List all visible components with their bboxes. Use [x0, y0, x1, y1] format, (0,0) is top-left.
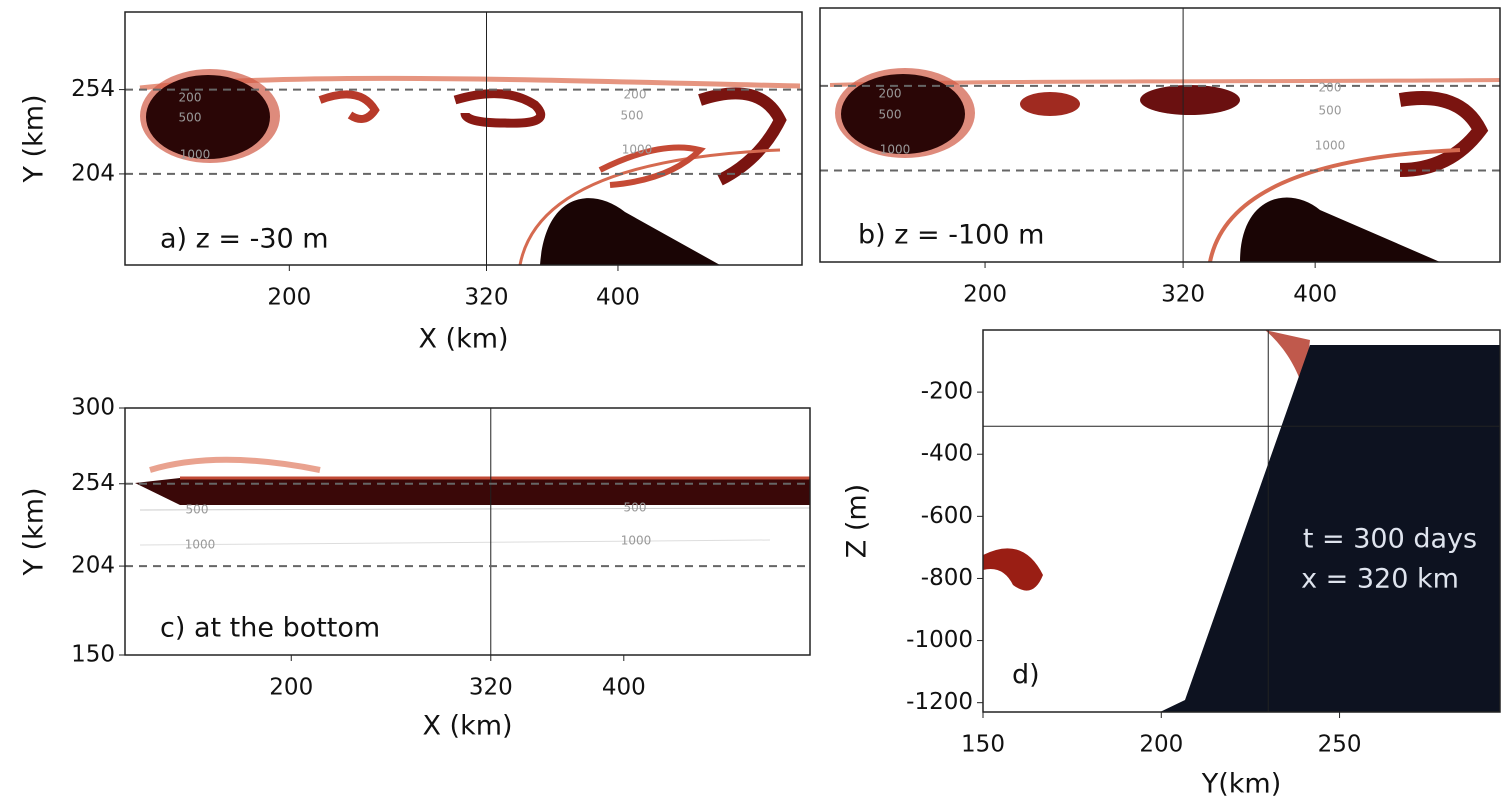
x-tick-label: 400	[602, 675, 646, 701]
y-tick-label: -1000	[906, 627, 973, 653]
x-axis-label: Y(km)	[1201, 769, 1282, 800]
x-axis-label: X (km)	[422, 711, 512, 742]
y-tick-label: 254	[71, 76, 115, 102]
y-tick-label: -800	[921, 565, 973, 591]
x-tick-label: 200	[269, 675, 313, 701]
axes-frame	[124, 11, 803, 266]
annotation: x = 320 km	[1301, 564, 1459, 595]
panel-label: d)	[1012, 660, 1040, 691]
contour-label: 500	[1319, 104, 1342, 118]
contour-label: 500	[186, 503, 209, 517]
contour-label: 1000	[180, 148, 211, 162]
x-tick-label: 320	[469, 675, 513, 701]
x-axis-label: X (km)	[418, 324, 508, 355]
y-tick-label: 254	[71, 470, 115, 496]
contour-label: 200	[879, 87, 902, 101]
contour-label: 200	[179, 91, 202, 105]
contour-label: 1000	[621, 534, 652, 548]
y-tick-label: 204	[71, 160, 115, 186]
contour-label: 500	[621, 109, 644, 123]
tracer-field	[135, 456, 810, 546]
tracer-field	[829, 68, 1500, 262]
y-tick-label: 150	[71, 642, 115, 668]
tracer-field	[139, 69, 801, 265]
contour-label: 500	[879, 108, 902, 122]
contour-label: 1000	[622, 143, 653, 157]
y-axis-label: Z (m)	[842, 484, 873, 558]
contour-label: 500	[624, 501, 647, 515]
x-tick-label: 200	[963, 282, 1007, 308]
axes-frame	[982, 329, 1501, 713]
y-tick-label: -1200	[906, 689, 973, 715]
y-tick-label: -600	[921, 503, 973, 529]
x-tick-label: 200	[1139, 732, 1183, 758]
x-tick-label: 400	[596, 285, 640, 311]
x-tick-label: 150	[961, 732, 1005, 758]
contour-label: 1000	[880, 143, 911, 157]
panel-label: b) z = -100 m	[858, 220, 1044, 251]
y-tick-label: -200	[921, 379, 973, 405]
y-axis-label: Y (km)	[19, 487, 50, 576]
contour-label: 200	[1319, 81, 1342, 95]
axes-frame	[124, 407, 811, 656]
y-tick-label: -400	[921, 441, 973, 467]
contour-label: 1000	[1315, 139, 1346, 153]
contour-label: 1000	[185, 538, 216, 552]
x-tick-label: 200	[267, 285, 311, 311]
tracer-field	[983, 330, 1500, 712]
y-tick-label: 300	[71, 395, 115, 421]
x-tick-label: 250	[1318, 732, 1362, 758]
x-tick-label: 320	[465, 285, 509, 311]
contour-label: 500	[179, 111, 202, 125]
contour-label: 200	[624, 88, 647, 102]
annotation: t = 300 days	[1303, 524, 1477, 555]
x-tick-label: 320	[1161, 282, 1205, 308]
y-axis-label: Y (km)	[19, 94, 50, 183]
panel-label: c) at the bottom	[160, 613, 380, 644]
y-tick-label: 204	[71, 553, 115, 579]
x-tick-label: 400	[1293, 282, 1337, 308]
panel-label: a) z = -30 m	[160, 224, 329, 255]
axes-frame	[819, 7, 1501, 263]
